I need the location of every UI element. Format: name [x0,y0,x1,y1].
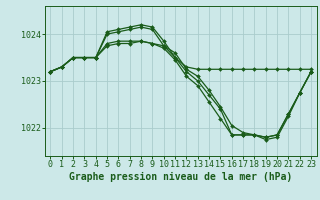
X-axis label: Graphe pression niveau de la mer (hPa): Graphe pression niveau de la mer (hPa) [69,172,292,182]
